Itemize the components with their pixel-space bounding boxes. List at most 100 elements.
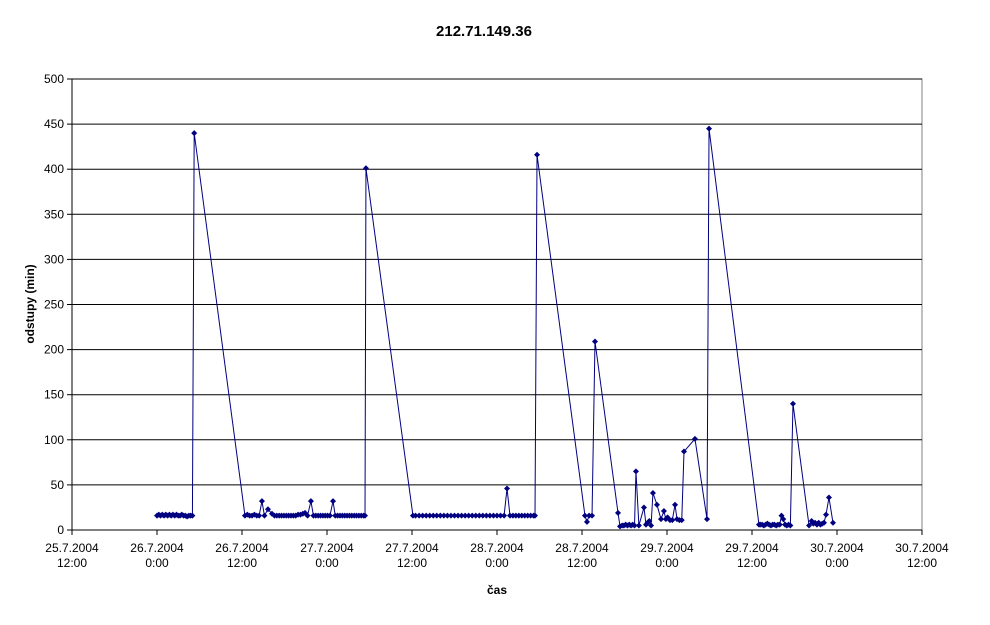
data-point	[326, 512, 333, 519]
x-tick-label: 30.7.2004 12:00	[895, 541, 949, 570]
data-point	[486, 512, 493, 519]
x-tick-label: 29.7.2004 12:00	[725, 541, 779, 570]
data-point	[299, 510, 306, 517]
data-point	[304, 512, 311, 519]
data-point	[631, 522, 638, 529]
x-tick-label: 26.7.2004 12:00	[215, 541, 269, 570]
y-tick-label: 0	[57, 523, 64, 537]
data-point	[191, 130, 198, 137]
data-point	[589, 512, 596, 519]
data-point	[581, 512, 588, 519]
data-point	[632, 468, 639, 475]
data-point	[494, 512, 500, 519]
data-point	[479, 512, 486, 519]
data-point	[669, 517, 676, 524]
data-point	[476, 512, 483, 519]
data-point	[648, 522, 655, 529]
data-point	[823, 511, 830, 518]
data-point	[534, 151, 541, 158]
data-point	[635, 522, 642, 529]
x-tick-label: 28.7.2004 0:00	[470, 541, 524, 570]
data-point	[640, 504, 647, 511]
data-point	[657, 516, 664, 523]
y-tick-label: 200	[44, 343, 64, 357]
data-point	[646, 517, 653, 524]
y-tick-label: 350	[44, 207, 64, 221]
data-point	[426, 512, 433, 519]
data-point	[660, 508, 667, 515]
data-point	[412, 512, 419, 519]
data-point	[583, 518, 590, 525]
chart-title: 212.71.149.36	[436, 23, 532, 40]
data-point	[362, 165, 369, 172]
x-tick-label: 26.7.2004 0:00	[130, 541, 184, 570]
data-point	[433, 512, 440, 519]
data-point	[504, 485, 511, 492]
data-point	[787, 522, 794, 529]
data-point	[330, 498, 337, 505]
data-point	[706, 125, 713, 132]
data-point	[455, 512, 462, 519]
x-tick-label: 27.7.2004 0:00	[300, 541, 354, 570]
y-tick-label: 150	[44, 388, 64, 402]
data-point	[462, 512, 469, 519]
data-point	[258, 498, 265, 505]
y-tick-label: 300	[44, 252, 64, 266]
data-point	[437, 512, 444, 519]
y-tick-label: 50	[51, 478, 65, 492]
x-tick-label: 30.7.2004 0:00	[810, 541, 864, 570]
data-point	[681, 448, 687, 455]
data-point	[532, 512, 539, 519]
data-point	[672, 501, 679, 508]
data-point	[704, 516, 711, 523]
x-tick-label: 27.7.2004 12:00	[385, 541, 439, 570]
data-point	[591, 338, 598, 345]
data-point	[829, 519, 836, 526]
x-tick-label: 28.7.2004 12:00	[555, 541, 609, 570]
y-axis-label: odstupy (min)	[23, 264, 37, 343]
data-point	[615, 509, 622, 516]
data-point	[501, 512, 508, 519]
data-point	[444, 512, 451, 519]
data-point	[451, 512, 458, 519]
data-point	[653, 501, 660, 508]
data-point	[789, 400, 796, 407]
data-point	[440, 512, 447, 519]
data-point	[497, 512, 504, 519]
data-point	[649, 490, 656, 497]
y-tick-label: 250	[44, 298, 64, 312]
data-point	[251, 511, 258, 518]
data-point	[264, 506, 271, 513]
data-point	[458, 512, 465, 519]
data-point	[469, 512, 476, 519]
x-tick-label: 29.7.2004 0:00	[640, 541, 694, 570]
data-point	[307, 498, 314, 505]
data-point	[483, 512, 490, 519]
y-tick-label: 500	[44, 72, 64, 86]
data-point	[806, 522, 813, 529]
data-point	[776, 521, 783, 528]
data-point	[261, 512, 268, 519]
data-point	[825, 494, 832, 501]
data-point	[189, 512, 196, 519]
data-point	[447, 512, 454, 519]
data-point	[430, 512, 437, 519]
y-tick-label: 450	[44, 117, 64, 131]
data-point	[419, 512, 426, 519]
y-tick-label: 400	[44, 162, 64, 176]
data-point	[423, 512, 430, 519]
x-tick-label: 25.7.2004 12:00	[45, 541, 99, 570]
data-point	[691, 435, 698, 442]
data-point	[465, 512, 472, 519]
data-point	[256, 512, 263, 519]
data-point	[821, 519, 828, 526]
data-point	[780, 516, 787, 523]
data-point	[472, 512, 479, 519]
y-tick-label: 100	[44, 433, 64, 447]
data-point	[362, 512, 369, 519]
data-point	[416, 512, 423, 519]
data-point	[490, 512, 497, 519]
data-point	[678, 517, 685, 524]
